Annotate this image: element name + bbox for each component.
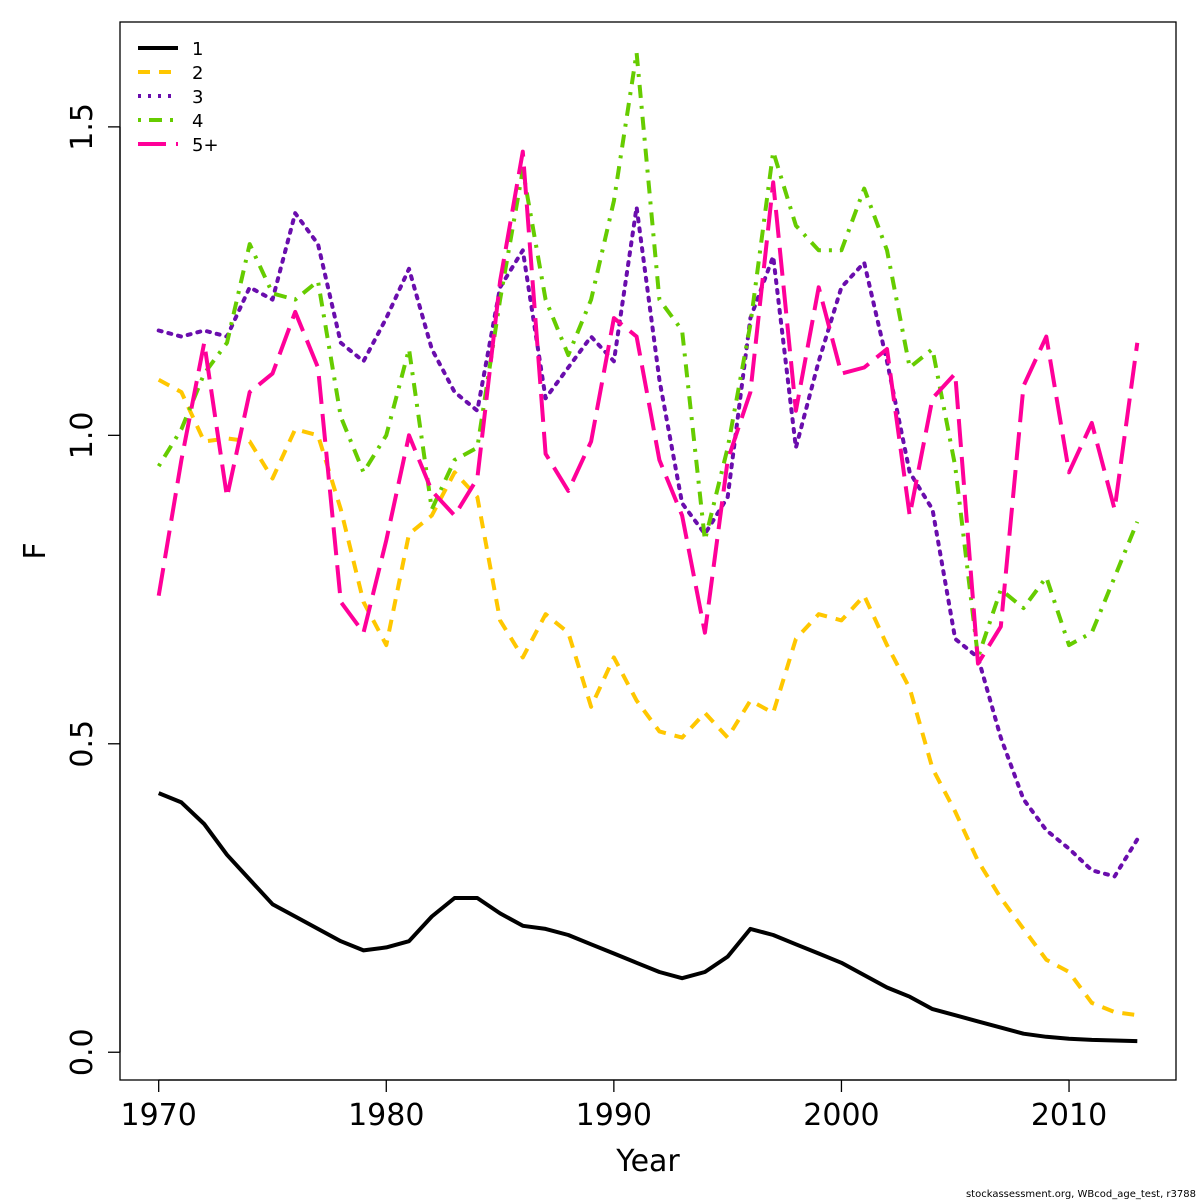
x-tick-label: 1990 — [576, 1098, 652, 1133]
legend: 1 2 3 4 5+ — [138, 39, 219, 156]
series-line-4 — [156, 50, 1140, 660]
credit-text: stockassessment.org, WBcod_age_test, r37… — [966, 1189, 1196, 1200]
x-tick-label: 1970 — [121, 1098, 197, 1133]
x-tick-label: 2010 — [1031, 1098, 1107, 1133]
y-tick-label: 1.0 — [65, 411, 100, 459]
x-tick-label: 1980 — [348, 1098, 424, 1133]
series-line-2 — [157, 378, 1138, 1018]
y-tick-label: 0.5 — [65, 720, 100, 768]
x-tick-label: 2000 — [803, 1098, 879, 1133]
legend-label-1: 1 — [192, 39, 203, 60]
x-axis: 1970 1980 1990 2000 2010 — [121, 1079, 1107, 1133]
x-axis-label: Year — [615, 1144, 680, 1179]
y-tick-label: 0.0 — [65, 1028, 100, 1076]
legend-label-5: 5+ — [192, 135, 219, 156]
y-tick-label: 1.5 — [65, 103, 100, 151]
plot-lines — [156, 50, 1140, 1044]
legend-label-4: 4 — [192, 111, 203, 132]
legend-label-3: 3 — [192, 87, 203, 108]
y-axis: 0.0 0.5 1.0 1.5 — [65, 103, 121, 1076]
series-line-1 — [157, 791, 1138, 1044]
y-axis-label: F — [18, 542, 53, 559]
legend-label-2: 2 — [192, 63, 203, 84]
series-line-3 — [156, 205, 1140, 879]
series-line-5 — [156, 149, 1140, 666]
